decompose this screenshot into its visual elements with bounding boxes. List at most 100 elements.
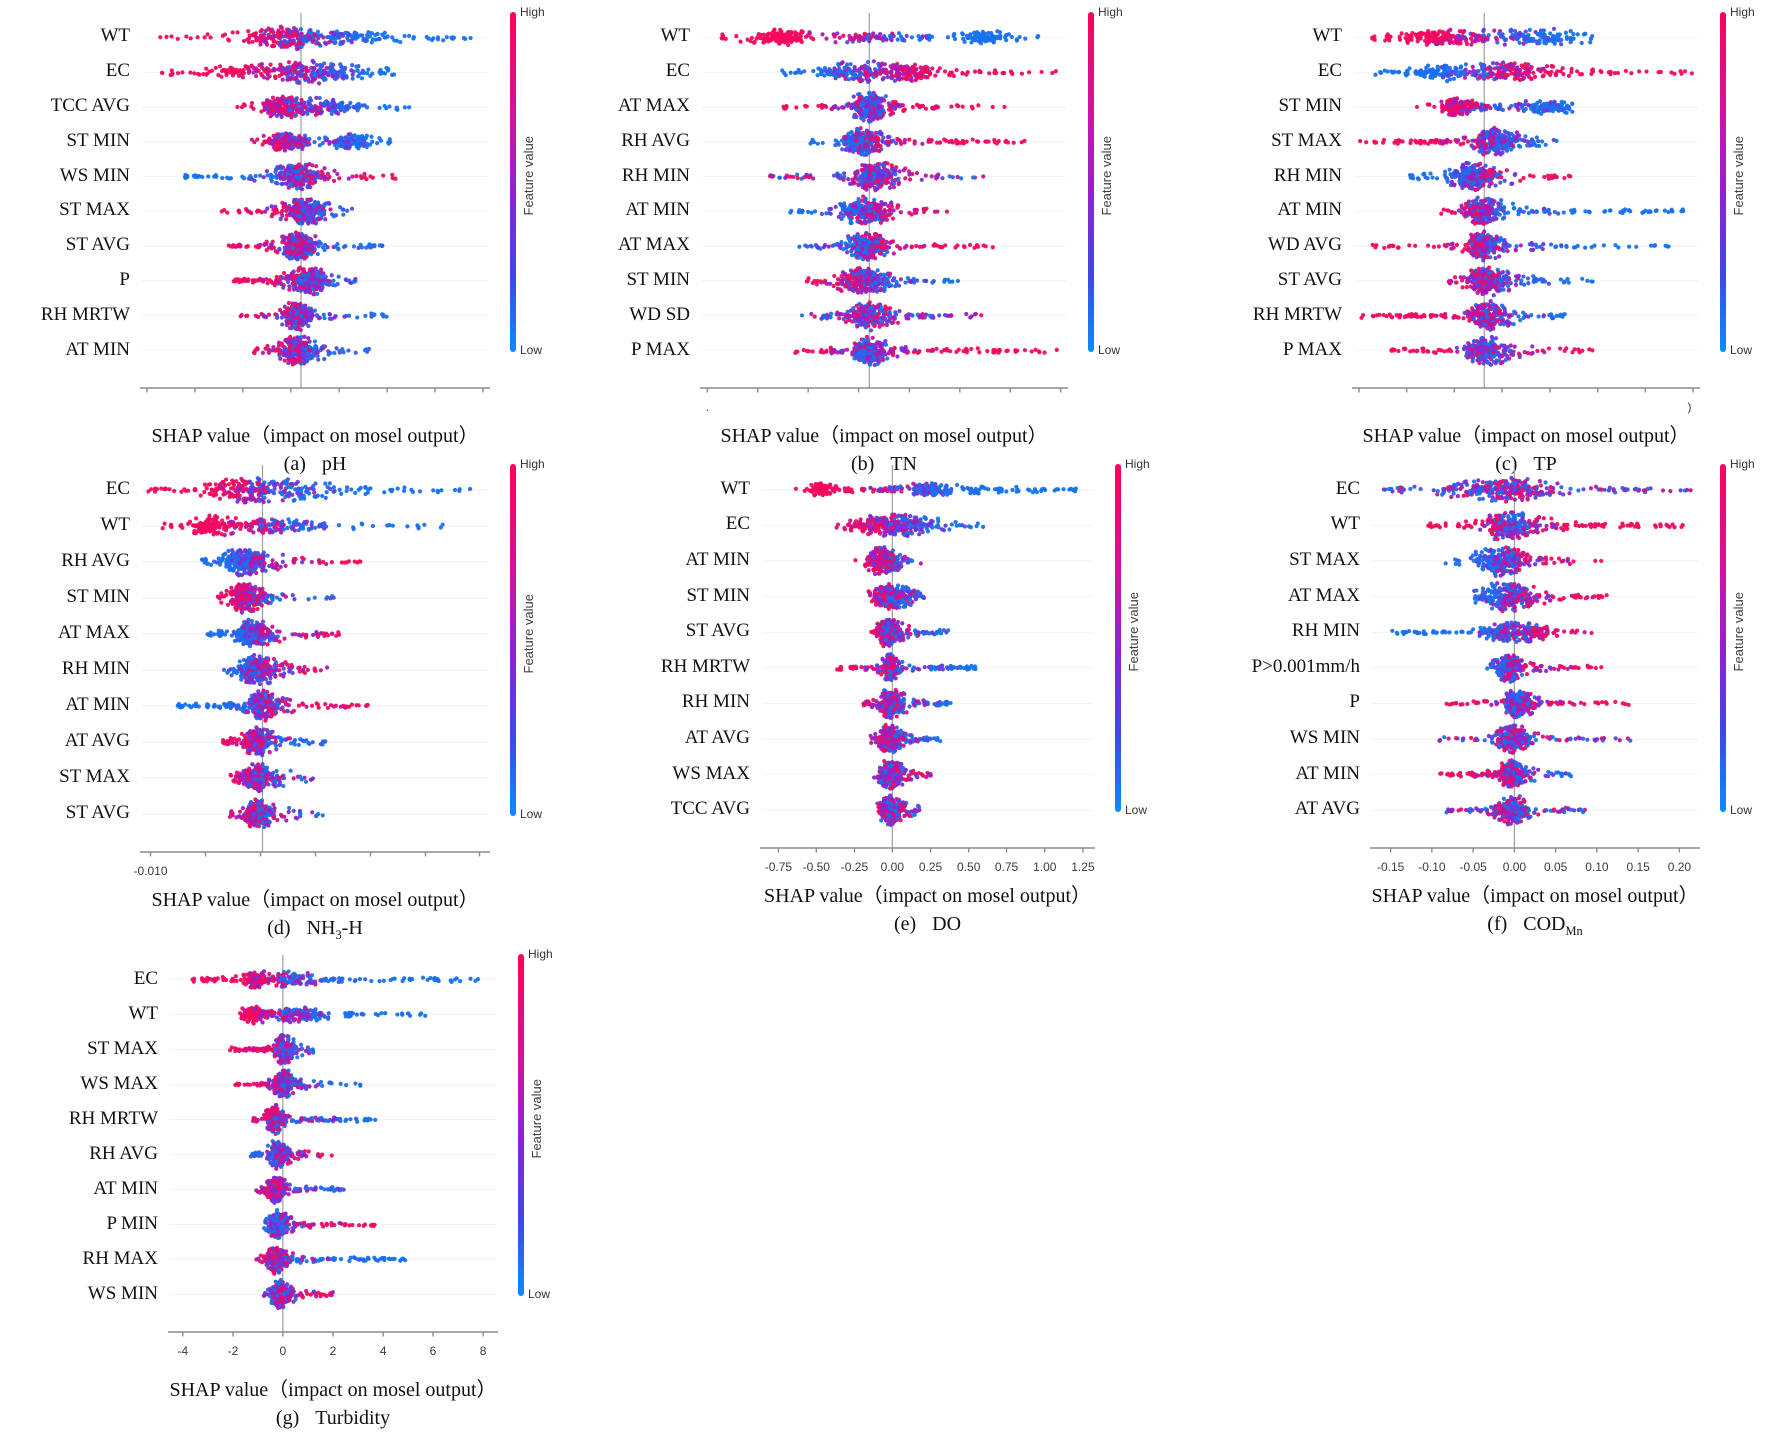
feature-label: ST MIN: [626, 269, 690, 290]
x-tick-label: 0.20: [1667, 860, 1692, 874]
x-axis-label: SHAP value（impact on mosel output）: [1362, 425, 1690, 447]
beeswarm-canvas: [168, 950, 498, 1344]
feature-label: EC: [725, 513, 750, 535]
x-axis-ticks: -0.010: [133, 864, 490, 878]
x-tick-label: -0.25: [840, 860, 869, 874]
feature-label: AT MIN: [93, 1177, 158, 1199]
x-axis-label: SHAP value（impact on mosel output）: [151, 425, 479, 447]
feature-label: RH MRTW: [660, 655, 750, 677]
colorbar-title: Feature value: [1126, 592, 1141, 672]
feature-label: ST MIN: [66, 129, 130, 151]
feature-label: RH MRTW: [40, 303, 130, 325]
panel-caption: (f) CODMn: [1370, 913, 1700, 939]
plot-area: . SHAP value（impact on mosel output） (b)…: [700, 8, 1068, 479]
x-tick-label: 6: [429, 1344, 437, 1358]
feature-label: AT MIN: [65, 338, 130, 360]
x-axis-label: SHAP value（impact on mosel output）: [763, 885, 1091, 907]
feature-label: P MAX: [631, 338, 690, 360]
caption-index: (g): [275, 1407, 300, 1429]
feature-label: AT MIN: [685, 549, 750, 570]
x-axis-ticks: -0.15 -0.10 -0.05 0.00 0.05 0.10 0.15 0.20: [1370, 860, 1700, 874]
feature-label: WT: [660, 25, 690, 47]
x-tick-label: -0.010: [133, 864, 168, 878]
feature-label: AT MIN: [1277, 199, 1342, 221]
plot-area: -0.15 -0.10 -0.05 0.00 0.05 0.10 0.15 0.20 SHAP…: [1370, 460, 1700, 939]
x-tick-label: 1.25: [1071, 860, 1095, 874]
panel-b-tn: WT EC AT MAX RH AVG RH MIN AT MIN AT MAX ST MIN…: [560, 5, 1142, 479]
x-tick-label: 0.10: [1585, 860, 1609, 874]
caption-text: Turbidity: [315, 1407, 391, 1429]
panel-caption: (d) NH3-H: [140, 917, 490, 943]
plot-area: -0.010 SHAP value（impact on mosel output…: [133, 460, 490, 943]
feature-label: P: [119, 269, 130, 290]
colorbar-high-label: High: [528, 947, 553, 961]
colorbar-gradient: [510, 464, 516, 816]
caption-suffix: -H: [341, 917, 363, 939]
colorbar-low-label: Low: [528, 1287, 551, 1301]
plot-area: -0.75 -0.50 -0.25 0.00 0.25 0.50 0.75 1.00 1.25 …: [760, 460, 1095, 939]
feature-label: TCC AVG: [50, 95, 130, 116]
feature-label: ST AVG: [1277, 269, 1342, 290]
colorbar: High Feature value Low: [1716, 457, 1772, 860]
feature-label: P: [1349, 691, 1360, 713]
colorbar-low-label: Low: [1730, 343, 1753, 357]
colorbar: High Feature value Low: [1111, 457, 1169, 860]
x-axis-label: SHAP value（impact on mosel output）: [1371, 885, 1699, 907]
colorbar-title: Feature value: [521, 594, 536, 674]
colorbar: High Feature value Low: [1716, 5, 1772, 400]
caption-index: (d): [267, 917, 291, 939]
colorbar-high-label: High: [1730, 5, 1755, 19]
caption-index: (f): [1487, 913, 1508, 935]
feature-label: RH MIN: [1291, 620, 1360, 642]
x-tick-label: -0.05: [1459, 860, 1487, 874]
panel-g-turbidity: EC WT ST MAX WS MAX RH MRTW RH AVG AT MIN P MIN…: [18, 947, 572, 1433]
plot-area: -4 -2 0 2 4 6 8 SHAP value（impact on mosel out…: [168, 950, 498, 1433]
caption-subscript: Mn: [1565, 924, 1583, 938]
x-axis-ticks: -0.75 -0.50 -0.25 0.00 0.25 0.50 0.75 1.00 1.25: [760, 860, 1095, 874]
x-tick-label: 2: [329, 1344, 337, 1358]
feature-label: WS MIN: [1289, 727, 1360, 748]
feature-label: AT MIN: [625, 199, 690, 221]
feature-labels: WT EC ST MIN ST MAX RH MIN AT MIN WD AVG ST AVG…: [1140, 8, 1352, 400]
beeswarm-canvas: [1370, 460, 1700, 860]
colorbar-gradient: [1720, 464, 1726, 812]
feature-label: AT MAX: [618, 95, 690, 116]
feature-label: AT AVG: [1294, 798, 1360, 820]
x-tick-label: 0.00: [880, 860, 904, 874]
feature-label: AT AVG: [684, 727, 750, 748]
feature-label: EC: [1317, 60, 1342, 82]
feature-label: WT: [720, 477, 750, 499]
feature-label: ST AVG: [685, 620, 750, 642]
feature-label: WT: [100, 25, 130, 47]
feature-label: RH MIN: [1273, 164, 1342, 186]
feature-label: WT: [1312, 25, 1342, 47]
colorbar-low-label: Low: [520, 807, 543, 821]
colorbar-high-label: High: [520, 5, 545, 19]
feature-label: RH AVG: [61, 550, 130, 571]
colorbar: High Feature value Low: [1084, 5, 1142, 400]
x-axis-ticks: [140, 400, 490, 413]
feature-label: AT AVG: [64, 730, 130, 751]
x-axis-ticks: .: [700, 400, 1068, 414]
stray-tick-mark: ): [1687, 400, 1692, 414]
colorbar-gradient: [1115, 464, 1121, 812]
colorbar-title: Feature value: [1099, 136, 1114, 216]
feature-label: ST AVG: [65, 234, 130, 256]
feature-label: ST MIN: [1278, 95, 1342, 116]
feature-label: WS MAX: [80, 1072, 158, 1094]
colorbar-high-label: High: [520, 457, 545, 471]
feature-label: P MAX: [1283, 338, 1342, 360]
panel-c-tp: WT EC ST MIN ST MAX RH MIN AT MIN WD AVG ST AVG…: [1140, 5, 1772, 479]
feature-labels: WT EC AT MIN ST MIN ST AVG RH MRTW RH MIN AT AV…: [610, 460, 760, 860]
feature-labels: WT EC AT MAX RH AVG RH MIN AT MIN AT MAX ST MIN…: [560, 8, 700, 400]
x-axis-label: SHAP value（impact on mosel output）: [151, 889, 479, 911]
x-tick-label: -4: [177, 1344, 189, 1358]
caption-subscript: 3: [335, 928, 342, 942]
colorbar-title: Feature value: [529, 1079, 544, 1159]
colorbar: High Feature value Low: [506, 457, 564, 864]
panel-caption: (g) Turbidity: [168, 1407, 498, 1433]
feature-label: AT MIN: [65, 694, 130, 715]
x-tick-label: 0.15: [1626, 860, 1650, 874]
stray-tick-mark: .: [705, 400, 710, 414]
x-tick-label: 1.00: [1033, 860, 1057, 874]
